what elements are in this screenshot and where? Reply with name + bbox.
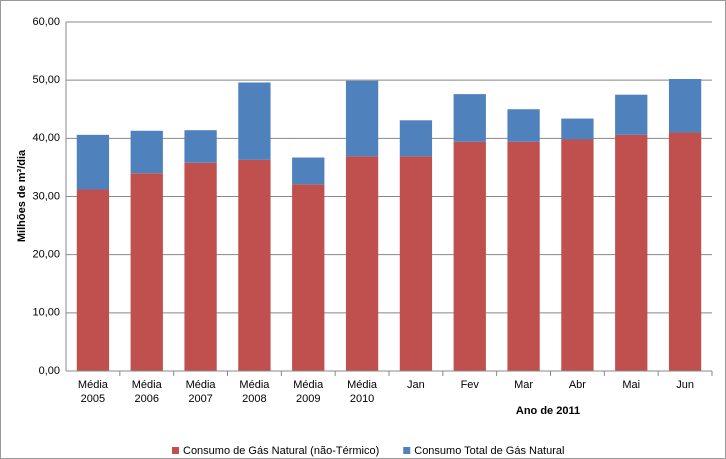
x-tick-label-line: 2006 <box>135 393 159 405</box>
x-tick-label: Média 2007 <box>186 379 217 405</box>
bar-segment <box>561 118 594 140</box>
x-tick-label-line: Abr <box>569 379 586 391</box>
x-tick-label-line: 2008 <box>242 393 266 405</box>
bar-segment <box>453 141 486 371</box>
y-tick-label: 10,00 <box>32 307 60 319</box>
bar-segment <box>561 139 594 371</box>
bar-segment <box>130 130 163 174</box>
x-tick-label-line: 2009 <box>296 393 320 405</box>
bar-segment <box>292 157 325 185</box>
x-tick-label: Fev <box>461 379 480 391</box>
bar-segment <box>399 120 433 157</box>
x-tick-label-line: Jun <box>676 379 694 391</box>
x-tick-label-line: Média <box>293 379 324 391</box>
legend-label: Consumo de Gás Natural (não-Térmico) <box>183 445 379 457</box>
x-tick-label-line: Média <box>186 379 217 391</box>
annotation: Ano de 2011 <box>516 405 580 417</box>
x-tick-label-line: Jan <box>407 379 425 391</box>
bar-segment <box>668 132 702 371</box>
x-tick-label-line: Média <box>239 379 270 391</box>
bar-segment <box>399 156 433 371</box>
bar-segment <box>507 109 540 142</box>
x-tick-label-line: Média <box>132 379 163 391</box>
y-tick-label: 30,00 <box>32 190 60 202</box>
bar-segment <box>345 156 379 371</box>
x-tick-label: Mar <box>514 379 533 391</box>
bar-segment <box>184 162 217 371</box>
x-tick-label-line: Média <box>78 379 109 391</box>
y-tick-label: 0,00 <box>39 365 60 377</box>
y-tick-label: 50,00 <box>32 74 60 86</box>
bar-segment <box>292 184 325 371</box>
x-tick-label: Jun <box>676 379 694 391</box>
bar-segment <box>184 130 217 163</box>
y-axis-label: Milhões de m³/dia <box>16 149 28 242</box>
x-tick-label: Média 2008 <box>239 379 270 405</box>
x-tick-label: Abr <box>569 379 586 391</box>
bar-segment <box>668 79 702 133</box>
x-tick-label-line: Fev <box>461 379 480 391</box>
x-tick-label-line: Mar <box>514 379 533 391</box>
x-tick-label: Média 2005 <box>78 379 109 405</box>
legend-swatch <box>403 447 411 454</box>
x-tick-label-line: 2005 <box>81 393 105 405</box>
bar-segment <box>238 82 271 160</box>
x-tick-label-line: Média <box>347 379 378 391</box>
bar-segment <box>453 94 486 142</box>
x-tick-label: Média 2010 <box>347 379 378 405</box>
legend-label: Consumo Total de Gás Natural <box>414 445 564 457</box>
bar-segment <box>76 134 110 190</box>
y-tick-label: 20,00 <box>32 249 60 261</box>
bar-segment <box>238 159 271 371</box>
x-tick-label: Média 2009 <box>293 379 324 405</box>
x-tick-label-line: 2007 <box>188 393 212 405</box>
x-tick-label: Mai <box>622 379 640 391</box>
bar-segment <box>615 134 648 371</box>
bar-segment <box>130 173 163 371</box>
bar-segment <box>76 189 110 371</box>
x-tick-label: Média 2006 <box>132 379 163 405</box>
y-tick-label: 60,00 <box>32 16 60 28</box>
y-tick-label: 40,00 <box>32 132 60 144</box>
x-tick-label-line: 2010 <box>350 393 374 405</box>
bar-segment <box>345 80 379 157</box>
bar-segment <box>615 94 648 135</box>
x-tick-label-line: Mai <box>622 379 640 391</box>
x-tick-label: Jan <box>407 379 425 391</box>
legend-swatch <box>172 447 179 454</box>
bar-segment <box>507 141 540 371</box>
